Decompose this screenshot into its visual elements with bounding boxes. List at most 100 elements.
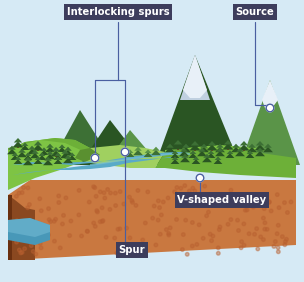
Polygon shape <box>11 155 19 160</box>
Circle shape <box>255 227 258 230</box>
Polygon shape <box>199 147 209 152</box>
Circle shape <box>229 188 233 192</box>
Polygon shape <box>31 152 33 154</box>
Text: Interlocking spurs: Interlocking spurs <box>67 7 169 17</box>
Polygon shape <box>255 151 265 156</box>
Circle shape <box>244 208 247 212</box>
Polygon shape <box>127 149 133 153</box>
Circle shape <box>198 195 201 198</box>
Polygon shape <box>174 156 176 158</box>
Circle shape <box>136 189 140 192</box>
Circle shape <box>256 247 260 251</box>
Circle shape <box>77 189 81 192</box>
Polygon shape <box>169 150 171 152</box>
Circle shape <box>53 239 56 243</box>
Polygon shape <box>63 150 73 155</box>
Polygon shape <box>208 150 214 154</box>
Circle shape <box>130 199 134 202</box>
Polygon shape <box>192 156 194 158</box>
Circle shape <box>94 195 98 198</box>
Polygon shape <box>184 160 186 162</box>
Circle shape <box>212 200 216 203</box>
Circle shape <box>69 219 73 223</box>
Polygon shape <box>215 151 225 156</box>
Circle shape <box>118 190 122 193</box>
Polygon shape <box>8 138 100 190</box>
Circle shape <box>103 196 107 200</box>
Polygon shape <box>49 157 51 159</box>
Circle shape <box>57 194 60 198</box>
Circle shape <box>42 230 45 233</box>
Circle shape <box>134 204 138 207</box>
Polygon shape <box>8 218 50 237</box>
Polygon shape <box>240 80 300 165</box>
Circle shape <box>28 203 31 206</box>
Circle shape <box>267 201 271 204</box>
Circle shape <box>198 203 202 206</box>
Polygon shape <box>8 195 12 260</box>
Circle shape <box>34 252 38 256</box>
Circle shape <box>108 208 112 211</box>
Circle shape <box>118 250 122 253</box>
Circle shape <box>191 186 195 190</box>
Polygon shape <box>194 148 196 151</box>
Polygon shape <box>8 195 35 260</box>
Polygon shape <box>15 157 21 160</box>
Circle shape <box>164 228 168 232</box>
Polygon shape <box>229 156 231 158</box>
Polygon shape <box>11 152 13 154</box>
Circle shape <box>167 233 171 237</box>
Circle shape <box>58 246 62 250</box>
Polygon shape <box>247 150 253 154</box>
Circle shape <box>38 197 42 201</box>
Polygon shape <box>71 158 73 160</box>
Circle shape <box>179 186 183 190</box>
Circle shape <box>193 189 197 193</box>
Polygon shape <box>254 144 265 151</box>
Circle shape <box>216 246 220 250</box>
Polygon shape <box>190 150 196 154</box>
Circle shape <box>18 248 21 252</box>
Circle shape <box>101 220 104 223</box>
Circle shape <box>62 213 65 217</box>
Circle shape <box>240 240 244 244</box>
Polygon shape <box>195 162 197 164</box>
Circle shape <box>96 210 99 214</box>
Polygon shape <box>226 153 234 158</box>
Polygon shape <box>236 148 244 152</box>
Circle shape <box>80 234 83 238</box>
Polygon shape <box>21 145 29 150</box>
Polygon shape <box>7 149 17 154</box>
Circle shape <box>217 228 221 232</box>
Polygon shape <box>28 146 36 150</box>
Polygon shape <box>64 156 66 158</box>
Circle shape <box>47 218 51 221</box>
Polygon shape <box>17 152 27 157</box>
Polygon shape <box>34 159 42 164</box>
Circle shape <box>25 224 28 228</box>
Polygon shape <box>14 159 22 164</box>
Circle shape <box>92 221 95 225</box>
Polygon shape <box>224 140 232 144</box>
Polygon shape <box>134 147 142 151</box>
Polygon shape <box>126 152 134 157</box>
Polygon shape <box>57 162 59 164</box>
Circle shape <box>15 195 18 198</box>
Polygon shape <box>43 153 45 155</box>
Polygon shape <box>263 147 273 152</box>
Circle shape <box>122 202 126 206</box>
Polygon shape <box>44 157 52 161</box>
Polygon shape <box>180 148 188 152</box>
Polygon shape <box>210 156 212 158</box>
Polygon shape <box>183 55 207 98</box>
Polygon shape <box>180 55 210 100</box>
Polygon shape <box>189 144 201 151</box>
Circle shape <box>57 201 60 204</box>
Circle shape <box>197 223 201 226</box>
Polygon shape <box>214 159 223 164</box>
Polygon shape <box>155 148 296 178</box>
Polygon shape <box>223 144 233 149</box>
Polygon shape <box>262 80 278 108</box>
Polygon shape <box>183 154 185 156</box>
Polygon shape <box>232 144 240 148</box>
